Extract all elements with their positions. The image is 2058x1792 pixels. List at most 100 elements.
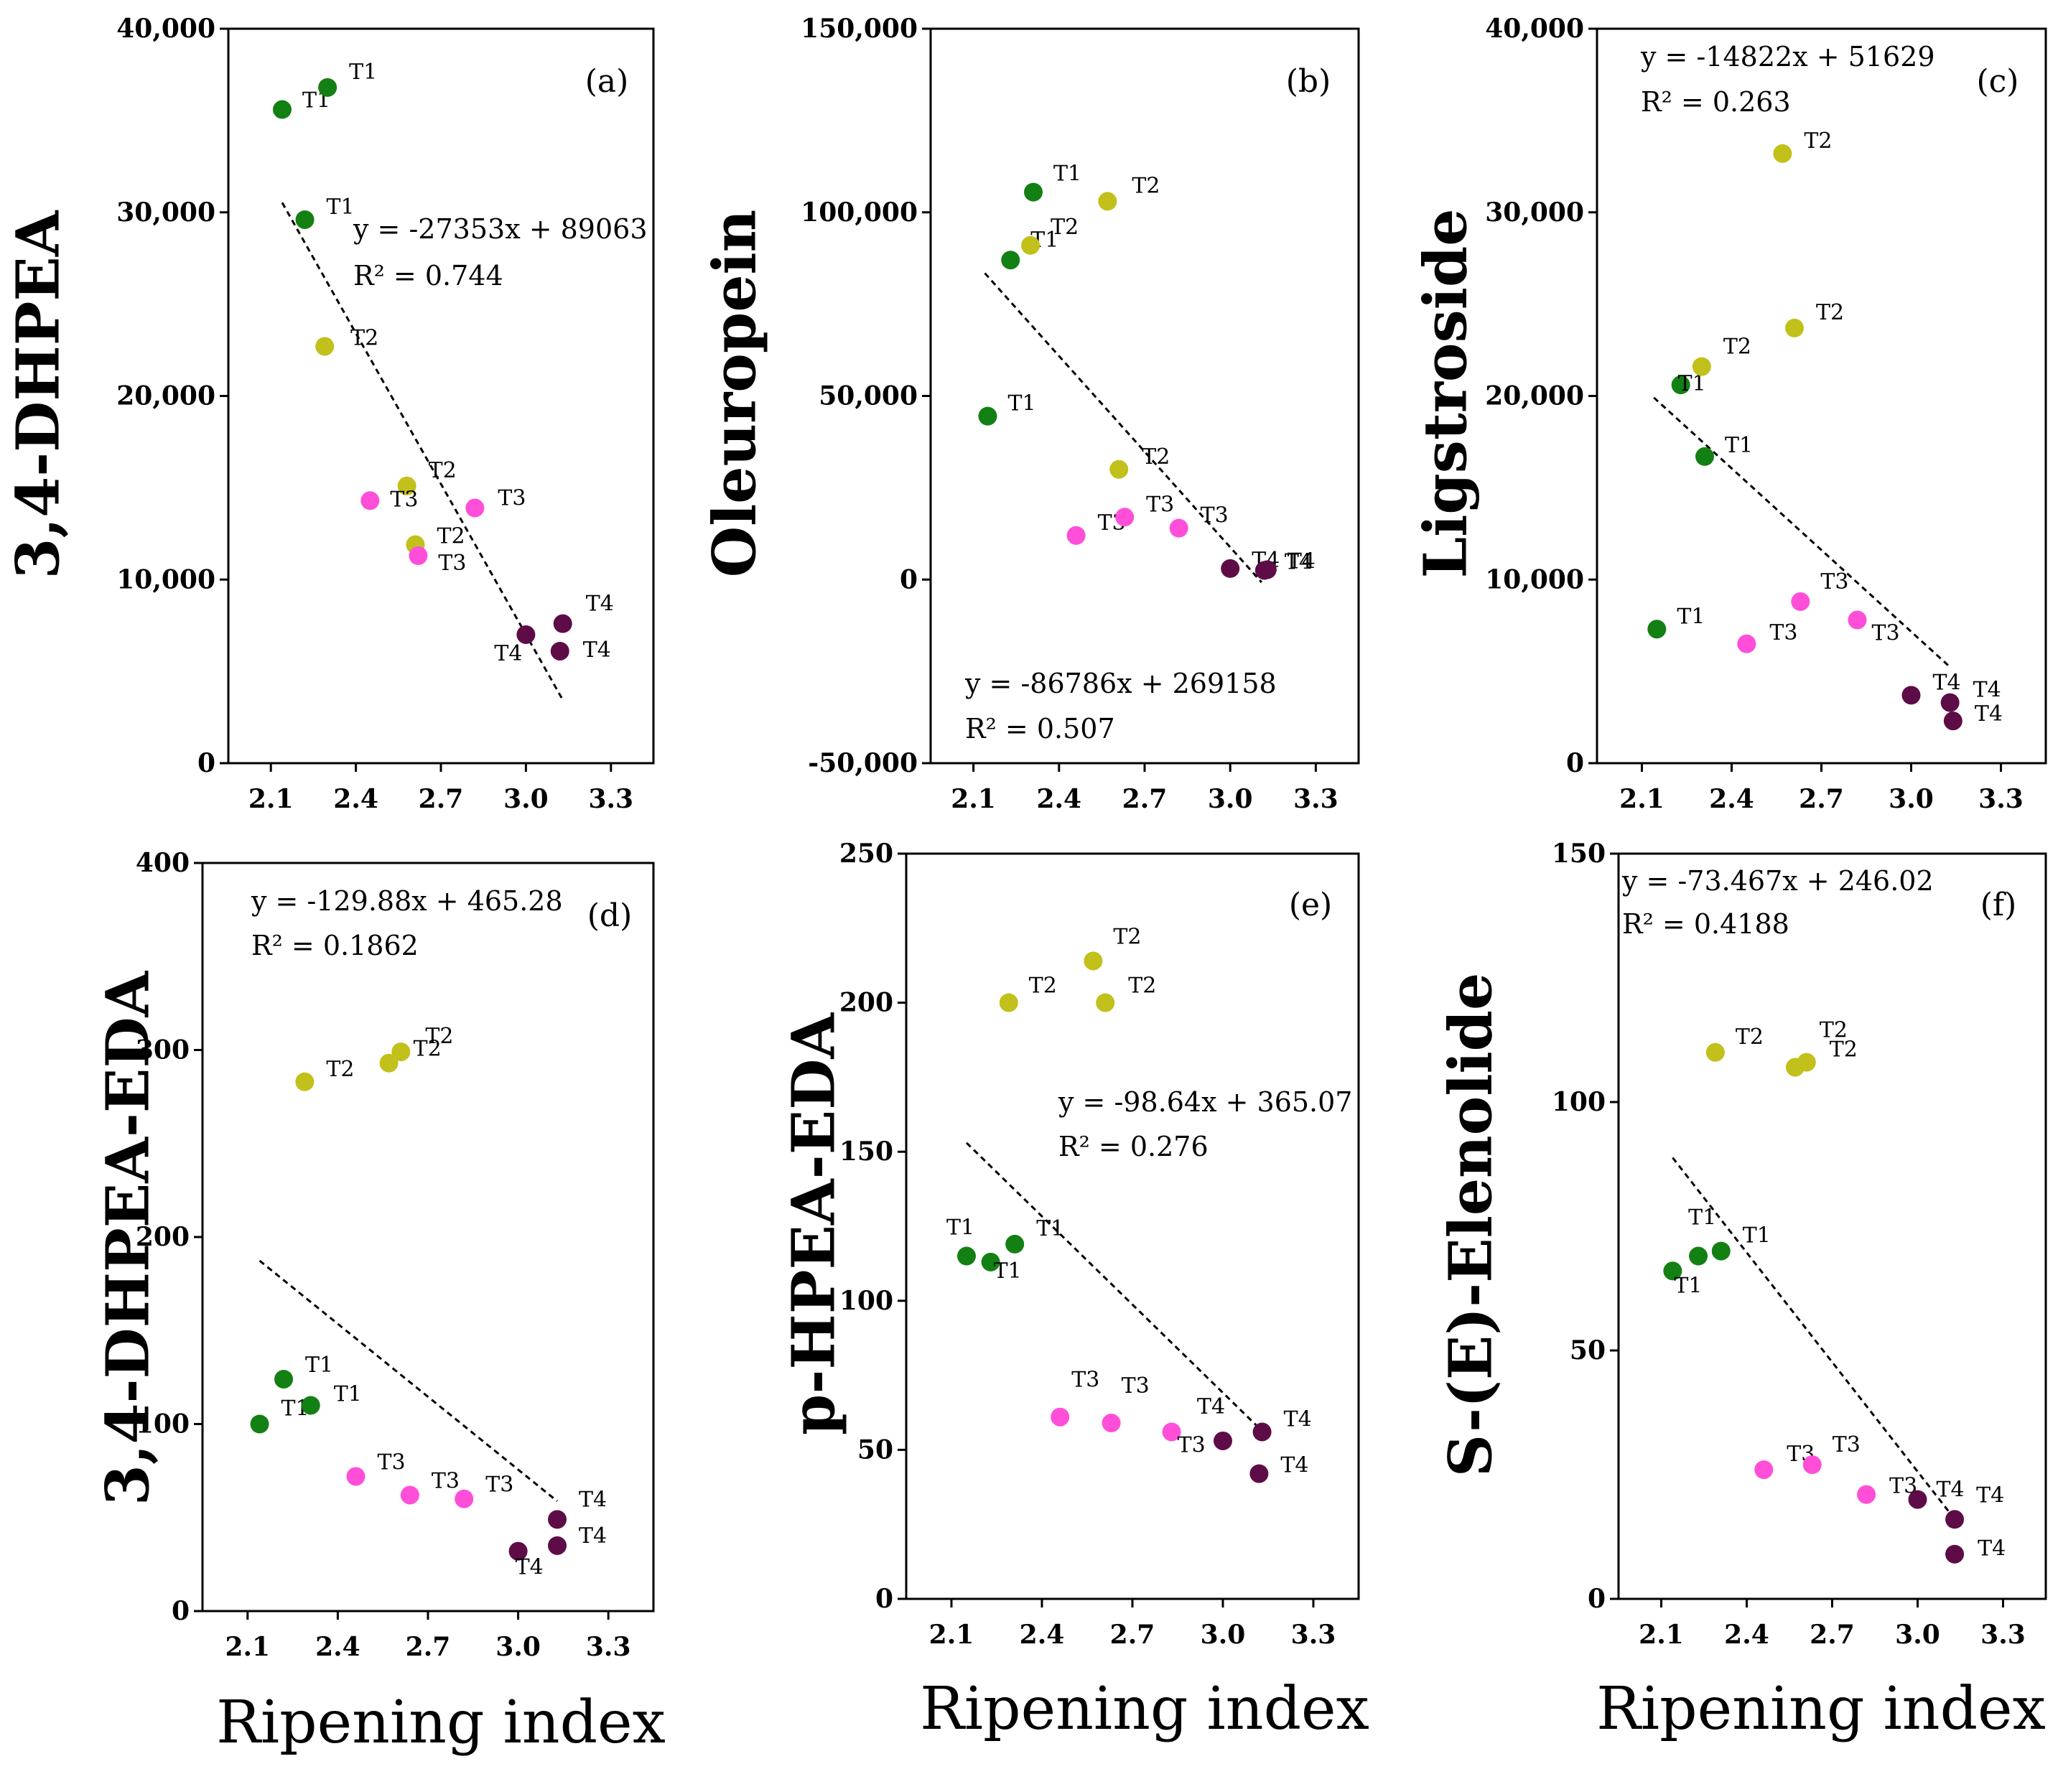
panel-e-y-tick-label: 0 — [875, 1584, 893, 1614]
panel-e-point-label: T2 — [1128, 974, 1156, 999]
panel-b-point-t2 — [1098, 192, 1117, 211]
panel-c-point-label: T1 — [1725, 433, 1753, 458]
panel-d-point-t3 — [455, 1489, 474, 1508]
panel-b-point-label: T4 — [1285, 549, 1313, 574]
panel-c-equation: y = -14822x + 51629 — [1640, 41, 1935, 73]
panel-f-equation: y = -73.467x + 246.02 — [1621, 865, 1934, 897]
panel-c-point-t2 — [1692, 357, 1711, 376]
panel-e-panel-letter: (e) — [1289, 887, 1332, 923]
panel-d-y-tick-label: 100 — [136, 1409, 190, 1439]
panel-f-y-tick-label: 150 — [1552, 839, 1606, 869]
panel-b-point-t1 — [978, 406, 997, 426]
panel-d-point-label: T4 — [579, 1523, 607, 1549]
panel-c-point-t1 — [1647, 620, 1667, 639]
panel-a-x-tick-label: 3.0 — [503, 784, 549, 814]
panel-c-y-tick-label: 40,000 — [1485, 14, 1584, 44]
panel-b-point-label: T4 — [1288, 549, 1316, 574]
panel-f-point-t3 — [1802, 1455, 1822, 1475]
panel-e-y-tick-label: 250 — [839, 839, 893, 869]
panel-c-panel-letter: (c) — [1977, 63, 2019, 100]
panel-a-y-axis-label: 3,4-DHPEA — [4, 210, 73, 579]
panel-a-point-t3 — [360, 491, 380, 510]
panel-c-point-label: T2 — [1723, 335, 1751, 360]
panel-b-point-t3 — [1066, 526, 1086, 545]
panel-d-r-squared: R² = 0.1862 — [251, 930, 419, 961]
panel-f-point-t2 — [1797, 1053, 1816, 1072]
panel-b-point-label: T2 — [1132, 173, 1160, 198]
panel-b-x-tick-label: 3.0 — [1208, 784, 1253, 814]
panel-a-y-tick-label: 10,000 — [116, 564, 215, 594]
panel-f-x-tick-label: 2.1 — [1639, 1620, 1684, 1650]
panel-e-y-tick-label: 100 — [839, 1286, 893, 1316]
panel-b-panel-letter: (b) — [1286, 63, 1331, 100]
panel-a-r-squared: R² = 0.744 — [353, 260, 503, 291]
panel-f-point-label: T1 — [1688, 1205, 1716, 1231]
panel-f-point-t1 — [1663, 1261, 1682, 1281]
panel-e-point-label: T1 — [946, 1215, 974, 1241]
panel-a-point-label: T1 — [327, 195, 355, 220]
panel-d-x-axis-label: Ripening index — [216, 1689, 666, 1757]
panel-b-point-label: T2 — [1051, 215, 1079, 240]
panel-e-point-t4 — [1249, 1464, 1269, 1483]
panel-e-x-tick-label: 3.0 — [1201, 1620, 1246, 1650]
panel-c-point-label: T4 — [1975, 701, 2003, 727]
panel-c-point-t2 — [1785, 318, 1804, 337]
panel-e-point-label: T3 — [1071, 1368, 1099, 1393]
panel-e-x-axis-label: Ripening index — [920, 1675, 1369, 1743]
panel-d-x-tick-label: 3.3 — [586, 1632, 631, 1662]
panel-c-point-t3 — [1737, 634, 1756, 653]
panel-d-point-label: T3 — [432, 1468, 460, 1493]
panel-e-point-t1 — [957, 1246, 976, 1266]
panel-a-point-label: T2 — [429, 458, 457, 483]
panel-c-point-t4 — [1943, 711, 1962, 731]
panel-e-point-t2 — [1084, 951, 1103, 971]
panel-f-x-tick-label: 2.4 — [1724, 1620, 1769, 1650]
panel-e-point-t3 — [1051, 1407, 1070, 1427]
panel-a-point-t3 — [465, 498, 485, 518]
panel-c-r-squared: R² = 0.263 — [1641, 86, 1791, 118]
panel-f-point-t4 — [1945, 1510, 1965, 1529]
panel-a-point-label: T4 — [583, 638, 611, 663]
panel-a-point-label: T4 — [586, 592, 614, 617]
panel-c-x-tick-label: 3.3 — [1978, 784, 2024, 814]
panel-b-point-label: T2 — [1142, 444, 1170, 470]
panel-d-point-t1 — [301, 1396, 320, 1415]
panel-c-point-label: T2 — [1816, 300, 1844, 325]
panel-f-y-tick-label: 0 — [1588, 1584, 1606, 1614]
panel-e-point-t4 — [1252, 1422, 1272, 1442]
panel-e-point-label: T1 — [1036, 1216, 1064, 1241]
panel-c-x-tick-label: 2.7 — [1799, 784, 1844, 814]
panel-d-y-axis-label: 3,4-DHPEA-EDA — [93, 970, 162, 1506]
panel-e-x-tick-label: 3.3 — [1291, 1620, 1336, 1650]
panel-a-x-tick-label: 2.7 — [419, 784, 464, 814]
panel-a-point-t3 — [409, 546, 428, 566]
panel-b-y-axis-label: Oleuropein — [700, 210, 769, 578]
panel-a-point-label: T2 — [350, 325, 378, 350]
panel-f-point-label: T4 — [1978, 1536, 2006, 1562]
panel-d-panel-letter: (d) — [587, 897, 633, 934]
panel-d-equation: y = -129.88x + 465.28 — [251, 885, 563, 917]
panel-f-point-label: T2 — [1820, 1018, 1848, 1043]
panel-b-x-tick-label: 3.3 — [1293, 784, 1338, 814]
panel-d-point-label: T4 — [516, 1555, 544, 1580]
panel-d-y-tick-label: 300 — [136, 1035, 190, 1065]
panel-a-point-t1 — [295, 210, 315, 229]
panel-a-trend-line — [281, 202, 564, 701]
panel-e-point-label: T2 — [1029, 974, 1057, 999]
panel-d-point-t4 — [548, 1536, 567, 1555]
panel-a-y-tick-label: 40,000 — [116, 14, 215, 44]
panel-e-point-label: T2 — [1113, 924, 1141, 949]
panel-c-point-label: T2 — [1804, 129, 1832, 154]
panel-a-x-tick-label: 2.4 — [333, 784, 378, 814]
panel-b-x-tick-label: 2.1 — [951, 784, 996, 814]
panel-e-point-label: T4 — [1280, 1453, 1308, 1478]
panel-b-plot-frame — [929, 27, 1360, 765]
panel-f-point-label: T3 — [1833, 1432, 1861, 1457]
panel-a-point-label: T3 — [390, 487, 418, 512]
panel-b-point-t2 — [1021, 235, 1040, 255]
panel-f-point-t3 — [1857, 1485, 1876, 1504]
panel-c-point-label: T1 — [1677, 604, 1705, 629]
panel-a-point-label: T3 — [498, 486, 526, 511]
panel-e-x-tick-label: 2.1 — [929, 1620, 974, 1650]
